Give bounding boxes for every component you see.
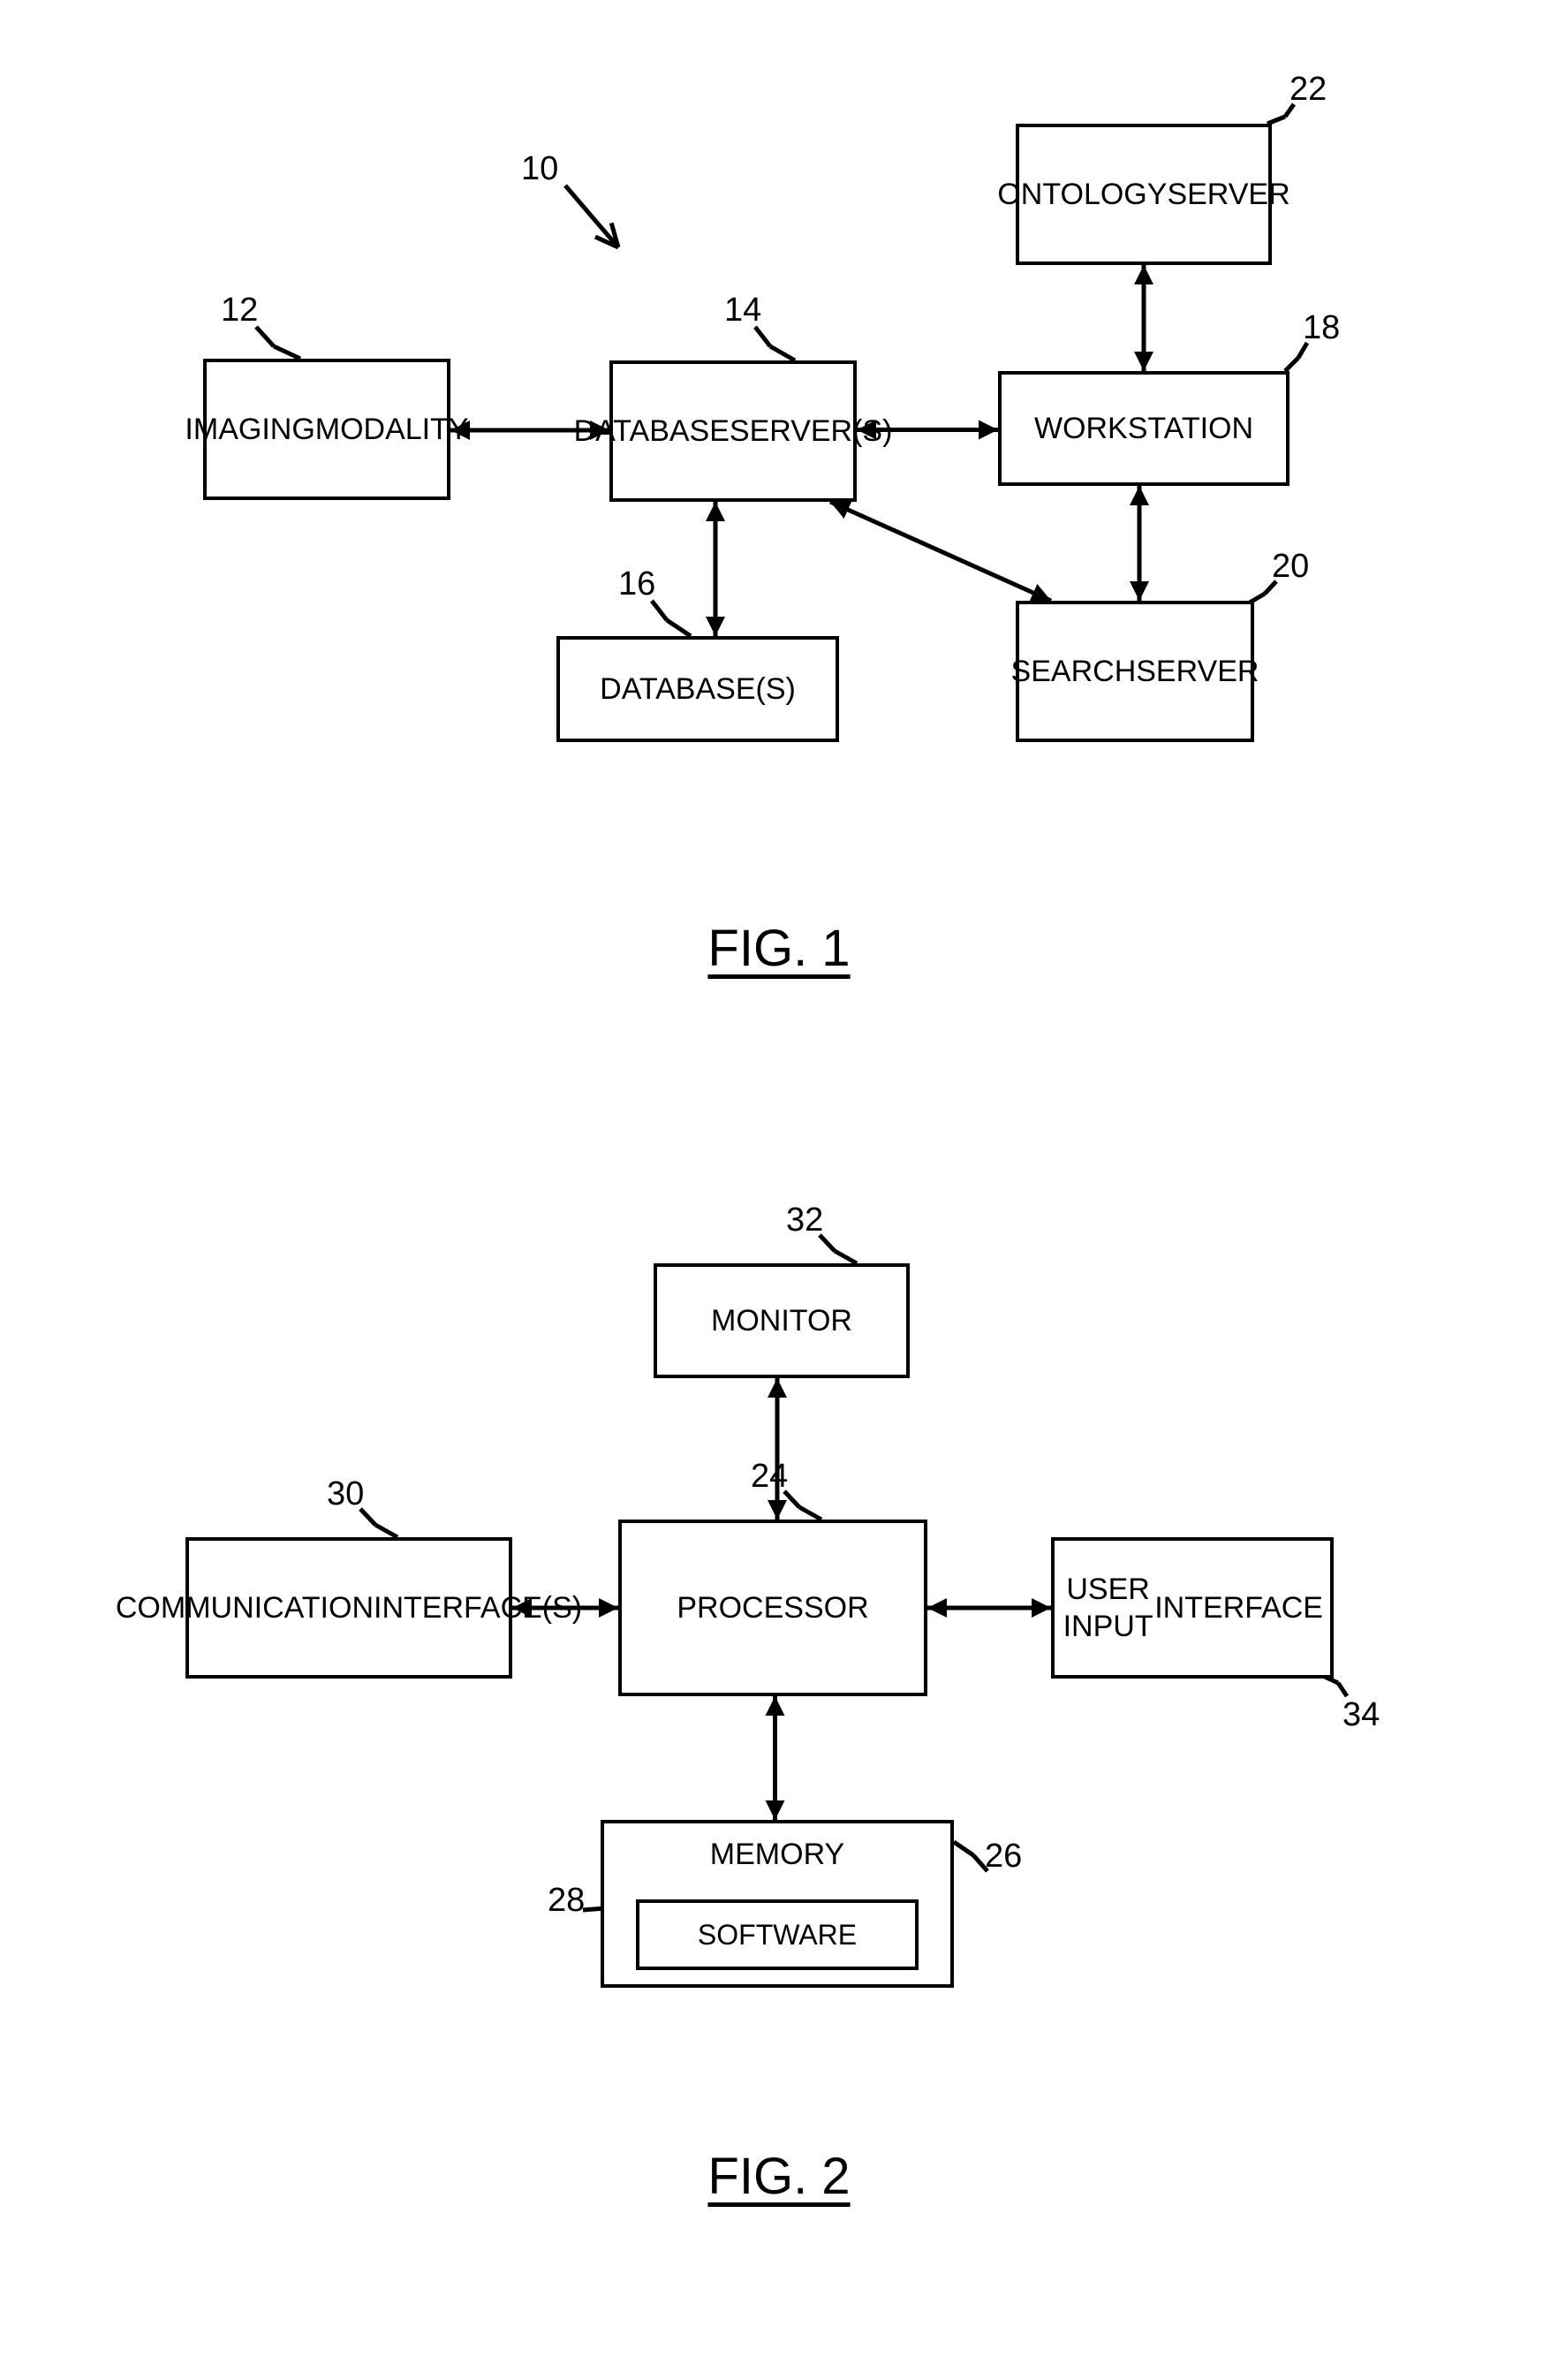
figure-2-label: FIG. 2 [707,2147,850,2206]
ref-18: 18 [1303,309,1340,347]
ref-24: 24 [751,1458,788,1496]
ref-10: 10 [521,150,558,188]
ref-34: 34 [1342,1696,1380,1734]
figure-1-label: FIG. 1 [707,919,850,978]
ref-30: 30 [327,1475,364,1513]
ref-28: 28 [548,1882,585,1920]
databases-box: DATABASE(S) [556,636,839,742]
ref-22: 22 [1290,71,1327,109]
ref-12: 12 [221,292,258,330]
ref-16: 16 [618,565,655,603]
database-servers-box: DATABASESERVER(S) [609,360,857,502]
search-server-box: SEARCHSERVER [1016,601,1254,742]
imaging-modality-box: IMAGINGMODALITY [203,359,450,500]
user-input-if-box: USER INPUTINTERFACE [1051,1537,1334,1679]
comm-interfaces-box: COMMUNICATIONINTERFACE(S) [185,1537,512,1679]
ref-26: 26 [985,1838,1022,1876]
ref-20: 20 [1272,548,1309,586]
software-box: SOFTWARE [636,1899,919,1970]
ref-14: 14 [724,292,761,330]
ref-32: 32 [786,1201,823,1239]
processor-box: PROCESSOR [618,1520,927,1696]
monitor-box: MONITOR [654,1263,910,1378]
workstation-box: WORKSTATION [998,371,1290,486]
ontology-server-box: ONTOLOGYSERVER [1016,124,1272,265]
